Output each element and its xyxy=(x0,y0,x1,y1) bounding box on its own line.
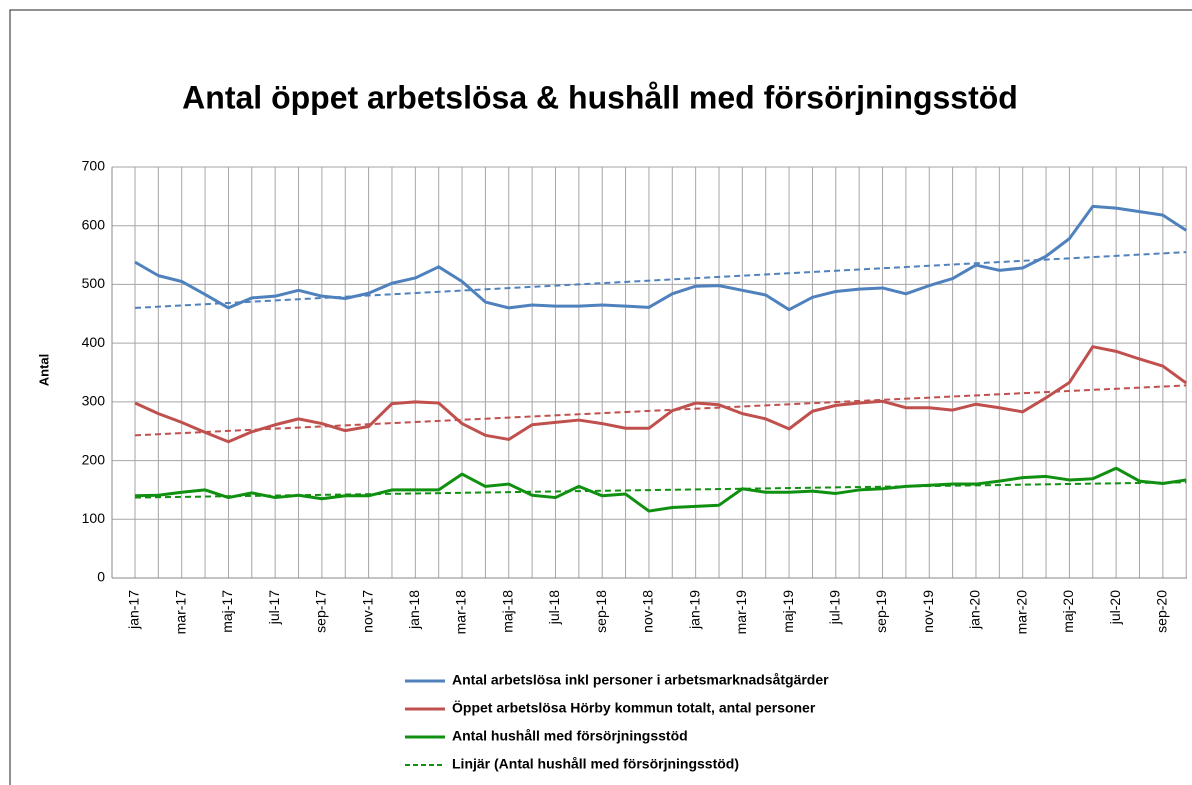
y-tick-label: 600 xyxy=(82,216,106,232)
series-line xyxy=(134,345,1188,444)
x-tick-label: jan-18 xyxy=(406,590,422,630)
x-tick-label: jan-20 xyxy=(967,590,983,630)
y-tick-label: 200 xyxy=(82,451,106,467)
x-tick-label: maj-19 xyxy=(780,590,796,633)
x-tick-label: sep-17 xyxy=(313,590,329,633)
x-tick-label: mar-17 xyxy=(172,590,188,635)
x-tick-label: mar-19 xyxy=(733,590,749,635)
x-tick-label: sep-20 xyxy=(1154,590,1170,633)
x-tick-label: mar-18 xyxy=(453,590,469,635)
x-tick-label: jan-17 xyxy=(126,590,142,630)
x-tick-label: jul-20 xyxy=(1107,590,1123,625)
legend-label: Linjär (Antal hushåll med försörjningsst… xyxy=(452,756,739,772)
trend-line xyxy=(134,251,1187,309)
legend-label: Antal hushåll med försörjningsstöd xyxy=(452,728,688,744)
series-line xyxy=(134,204,1188,312)
x-tick-label: jul-19 xyxy=(827,590,843,625)
x-tick-label: jul-18 xyxy=(546,590,562,625)
trend-line xyxy=(134,384,1187,437)
x-tick-label: maj-20 xyxy=(1060,590,1076,633)
x-tick-label: sep-19 xyxy=(873,590,889,633)
chart-title: Antal öppet arbetslösa & hushåll med för… xyxy=(182,79,1018,115)
y-axis-label: Antal xyxy=(36,354,51,387)
x-tick-label: sep-18 xyxy=(593,590,609,633)
y-tick-label: 300 xyxy=(82,393,106,409)
y-tick-label: 500 xyxy=(82,275,106,291)
x-tick-label: nov-18 xyxy=(640,590,656,633)
x-tick-label: maj-17 xyxy=(219,590,235,633)
chart-border xyxy=(9,9,1192,785)
legend-label: Öppet arbetslösa Hörby kommun totalt, an… xyxy=(452,700,816,716)
x-tick-label: jul-17 xyxy=(266,590,282,625)
y-tick-label: 400 xyxy=(82,334,106,350)
x-tick-label: maj-18 xyxy=(499,590,515,633)
x-tick-label: nov-19 xyxy=(920,590,936,633)
y-tick-label: 0 xyxy=(97,569,105,585)
x-tick-label: nov-17 xyxy=(359,590,375,633)
y-tick-label: 700 xyxy=(82,158,106,174)
series-line xyxy=(134,466,1187,513)
x-tick-label: jan-19 xyxy=(686,590,702,630)
x-tick-label: mar-20 xyxy=(1013,590,1029,635)
y-tick-label: 100 xyxy=(82,510,106,526)
legend-label: Antal arbetslösa inkl personer i arbetsm… xyxy=(452,672,829,688)
trend-line xyxy=(134,481,1187,499)
